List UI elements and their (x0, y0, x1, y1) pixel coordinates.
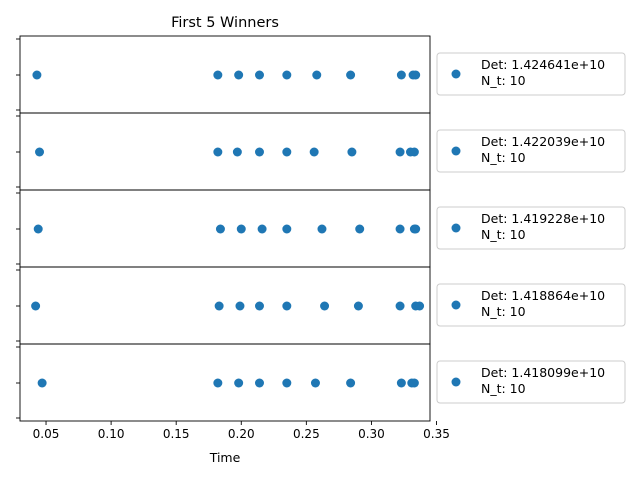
legend-box (436, 360, 626, 404)
subplot-frame (19, 189, 431, 268)
data-point-2-8 (395, 147, 405, 157)
data-point-3-10 (411, 224, 421, 234)
data-point-4-5 (282, 301, 292, 311)
data-point-1-1 (32, 70, 42, 80)
legend-label-2-2: N_t: 10 (481, 150, 526, 165)
subplot-2: Det: 1.422039e+10N_t: 10 (16, 112, 626, 191)
data-point-1-8 (396, 70, 406, 80)
legend-marker (451, 377, 461, 387)
data-point-2-6 (309, 147, 319, 157)
data-point-4-3 (235, 301, 245, 311)
legend-box (436, 283, 626, 327)
subplot-3: Det: 1.419228e+10N_t: 10 (16, 189, 626, 268)
legend-label-5-1: Det: 1.418099e+10 (481, 365, 605, 380)
data-point-4-2 (214, 301, 224, 311)
data-point-1-5 (282, 70, 292, 80)
legend-label-3-2: N_t: 10 (481, 227, 526, 242)
data-point-1-6 (312, 70, 322, 80)
x-tick-label: 0.30 (358, 427, 385, 441)
data-point-5-8 (396, 378, 406, 388)
x-tick-label: 0.05 (33, 427, 60, 441)
data-point-1-3 (234, 70, 244, 80)
data-point-4-7 (353, 301, 363, 311)
x-axis: 0.05 0.10 0.15 0.20 0.25 0.30 0.35 (33, 421, 450, 441)
x-tick-label: 0.15 (163, 427, 190, 441)
legend-marker (451, 69, 461, 79)
subplot-frame (19, 112, 431, 191)
data-point-3-5 (282, 224, 292, 234)
legend-label-2-1: Det: 1.422039e+10 (481, 134, 605, 149)
data-point-3-1 (33, 224, 43, 234)
data-point-4-6 (320, 301, 330, 311)
data-point-3-7 (355, 224, 365, 234)
subplot-4: Det: 1.418864e+10N_t: 10 (16, 266, 626, 345)
legend-label-1-2: N_t: 10 (481, 73, 526, 88)
legend-marker (451, 300, 461, 310)
data-point-3-6 (317, 224, 327, 234)
data-point-5-5 (282, 378, 292, 388)
subplot-frame (19, 266, 431, 345)
data-point-2-2 (213, 147, 223, 157)
x-tick-label: 0.20 (228, 427, 255, 441)
data-point-2-5 (282, 147, 292, 157)
data-point-1-2 (213, 70, 223, 80)
data-point-4-4 (254, 301, 264, 311)
data-point-5-2 (213, 378, 223, 388)
data-point-3-4 (257, 224, 267, 234)
data-point-5-7 (346, 378, 356, 388)
x-tick-label: 0.10 (98, 427, 125, 441)
chart-title: First 5 Winners (171, 15, 279, 31)
data-point-5-6 (310, 378, 320, 388)
subplot-frame (19, 35, 431, 114)
subplot-frame (19, 343, 431, 422)
data-point-3-2 (215, 224, 225, 234)
data-point-3-8 (395, 224, 405, 234)
data-point-2-7 (347, 147, 357, 157)
x-axis-label: Time (209, 450, 241, 465)
data-point-4-8 (395, 301, 405, 311)
legend-marker (451, 146, 461, 156)
x-tick-label: 0.35 (423, 427, 450, 441)
legend-label-5-2: N_t: 10 (481, 381, 526, 396)
data-point-5-3 (234, 378, 244, 388)
legend-box (436, 206, 626, 250)
data-point-2-10 (409, 147, 419, 157)
data-point-1-10 (411, 70, 421, 80)
legend-marker (451, 223, 461, 233)
data-point-5-1 (37, 378, 47, 388)
data-point-5-4 (254, 378, 264, 388)
data-point-5-10 (409, 378, 419, 388)
legend-label-3-1: Det: 1.419228e+10 (481, 211, 605, 226)
legend-label-4-1: Det: 1.418864e+10 (481, 288, 605, 303)
data-point-1-7 (346, 70, 356, 80)
legend-box (436, 52, 626, 96)
data-point-1-4 (254, 70, 264, 80)
data-point-2-1 (35, 147, 45, 157)
legend-box (436, 129, 626, 173)
legend-label-1-1: Det: 1.424641e+10 (481, 57, 605, 72)
subplot-1: Det: 1.424641e+10N_t: 10 (16, 35, 626, 114)
x-tick-label: 0.25 (293, 427, 320, 441)
data-point-2-3 (232, 147, 242, 157)
legend-label-4-2: N_t: 10 (481, 304, 526, 319)
subplot-5: Det: 1.418099e+10N_t: 10 (16, 343, 626, 422)
data-point-4-10 (415, 301, 425, 311)
data-point-2-4 (254, 147, 264, 157)
data-point-3-3 (236, 224, 246, 234)
data-point-4-1 (31, 301, 41, 311)
